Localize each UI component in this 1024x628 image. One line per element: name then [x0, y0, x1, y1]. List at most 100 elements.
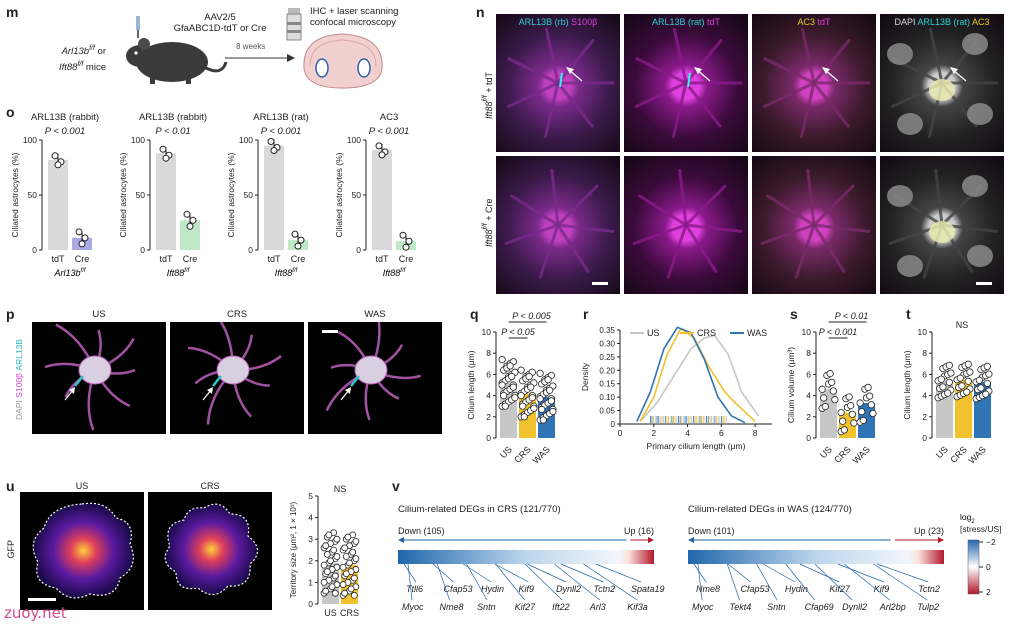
- gene-label: Kif3a: [627, 602, 648, 612]
- o-dot: [186, 222, 194, 230]
- data-point: [983, 362, 991, 371]
- p-title-us: US: [92, 309, 106, 320]
- data-point: [530, 404, 538, 412]
- up-count: Up (23): [914, 526, 944, 536]
- o-dot: [54, 161, 62, 169]
- o-dot: [399, 231, 407, 239]
- data-point: [982, 390, 990, 398]
- data-point: [330, 546, 338, 554]
- o-dot: [81, 234, 89, 242]
- panel-label-s: s: [790, 306, 798, 322]
- svg-text:50: 50: [352, 190, 362, 200]
- x-tick-label: CRS: [948, 444, 969, 465]
- scale-tick: −2: [986, 537, 996, 547]
- data-point: [937, 375, 945, 383]
- svg-text:0: 0: [922, 433, 927, 443]
- data-point: [333, 535, 341, 543]
- fold-change-bar: [398, 550, 654, 564]
- watermark: zuoy.net: [4, 604, 67, 622]
- gene-label: Cfap53: [444, 584, 473, 594]
- chart-u: 0 1 2 3 4 5 Territory size (μm², 1 × 10³) US CRS…: [289, 484, 360, 618]
- color-scale: [967, 539, 980, 595]
- o-dot: [183, 210, 191, 218]
- gene-label: Tctn2: [594, 584, 616, 594]
- svg-text:tdT: tdT: [159, 254, 173, 264]
- data-point: [829, 387, 837, 395]
- data-point: [342, 553, 350, 560]
- gene-label: Kif9: [519, 584, 535, 594]
- o-chart-title: ARL13B (rabbit): [139, 112, 207, 123]
- data-point: [339, 563, 347, 571]
- data-point: [525, 372, 533, 381]
- arrow-right-icon: [225, 54, 295, 62]
- legend-was: WAS: [747, 328, 767, 338]
- o-chart-title: ARL13B (rat): [253, 112, 308, 123]
- data-point: [963, 388, 971, 396]
- o-dot: [270, 147, 278, 154]
- data-point: [325, 531, 333, 539]
- svg-text:0.35: 0.35: [599, 326, 615, 335]
- u-gfp-label: GFP: [6, 540, 16, 559]
- data-point: [964, 377, 972, 385]
- data-point: [821, 402, 829, 411]
- data-point: [966, 368, 974, 376]
- svg-text:0.25: 0.25: [599, 353, 615, 362]
- data-point: [500, 392, 508, 400]
- data-point: [536, 395, 544, 403]
- data-point: [498, 381, 506, 389]
- svg-text:0.10: 0.10: [599, 393, 615, 402]
- n-col-title-1: ARL13B (rb) S100β: [518, 17, 598, 27]
- significance-label: P < 0.001: [819, 327, 857, 337]
- x-tick-label: CRS: [512, 444, 533, 465]
- data-point: [519, 402, 527, 410]
- data-point: [349, 548, 357, 556]
- o-chart-pvalue: P < 0.01: [155, 126, 190, 137]
- gene-label: Sntn: [767, 602, 786, 612]
- panel-label-r: r: [583, 306, 589, 322]
- svg-text:0.30: 0.30: [599, 339, 615, 348]
- density-us: [639, 334, 760, 422]
- o-dot: [294, 242, 302, 250]
- p-render-us: [32, 322, 166, 434]
- data-point: [498, 355, 506, 364]
- svg-text:2: 2: [922, 412, 927, 422]
- gene-label: Dynll2: [556, 584, 581, 594]
- v-was-block: Down (101) Up (23) Nme8 Cfap53 Hydin Kif27 Kif…: [688, 526, 944, 612]
- o-dot: [162, 154, 170, 162]
- data-point: [828, 378, 836, 386]
- gene-label: Ift22: [552, 602, 570, 612]
- panel-label-o: o: [6, 104, 15, 120]
- data-point: [837, 408, 845, 417]
- panel-label-q: q: [470, 306, 479, 322]
- svg-text:6: 6: [806, 369, 811, 379]
- n-image-r1-c2: ARL13B (rat) tdT: [624, 14, 748, 152]
- o-dot: [78, 240, 86, 248]
- svg-text:8: 8: [806, 348, 811, 358]
- svg-text:100: 100: [347, 135, 361, 145]
- o-genotype: Ift88f/f: [275, 268, 299, 278]
- y-axis-label: Density: [580, 362, 590, 391]
- data-point: [342, 570, 350, 578]
- o-dot: [159, 145, 167, 153]
- gene-label: Tctn2: [918, 584, 940, 594]
- v-crs-block: Down (105) Up (16) Ttll6 Cfap53 Hydin Kif9 Dyn…: [398, 526, 665, 612]
- data-point: [831, 396, 839, 404]
- o-dot: [297, 236, 305, 244]
- y-axis-label: Cilium length (μm): [466, 350, 476, 419]
- n-col-title-2: ARL13B (rat) tdT: [651, 17, 721, 27]
- data-point: [848, 410, 856, 418]
- n-image-r2-c1: [496, 156, 620, 294]
- o-genotype: Arl13bf/f: [53, 268, 86, 278]
- svg-text:100: 100: [239, 135, 253, 145]
- data-point: [501, 402, 509, 410]
- data-point: [538, 405, 546, 413]
- n-image-r1-c1: ARL13B (rb) S100β: [496, 14, 620, 152]
- mouse-icon: [126, 16, 228, 84]
- mice-label: Arl13bf/f or Ift88f/f mice: [58, 45, 106, 74]
- data-point: [985, 370, 993, 378]
- data-point: [826, 370, 834, 378]
- panel-label-u: u: [6, 478, 15, 494]
- data-point: [320, 579, 328, 586]
- p-title-was: WAS: [364, 309, 386, 320]
